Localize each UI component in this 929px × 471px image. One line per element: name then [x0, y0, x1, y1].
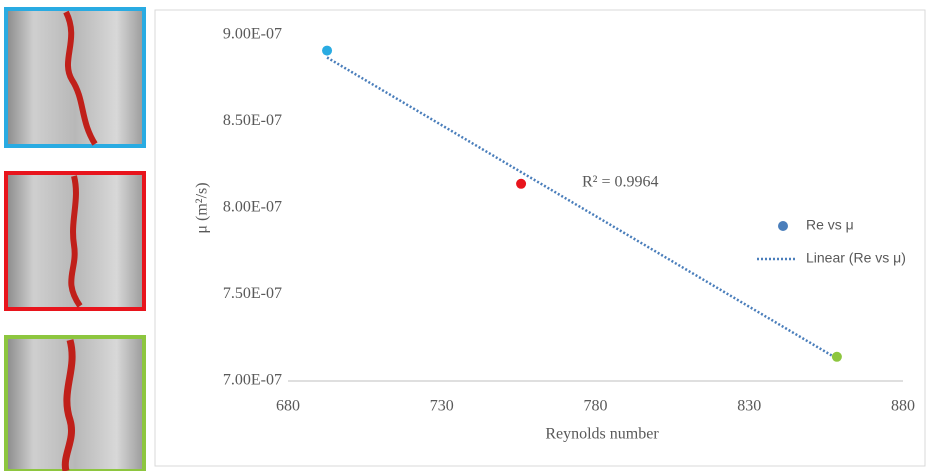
y-tick-label: 8.00E-07	[223, 199, 282, 216]
chart-frame	[155, 10, 925, 466]
x-tick-label: 680	[276, 398, 300, 415]
legend-label: Linear (Re vs μ)	[806, 250, 906, 266]
point	[322, 46, 332, 56]
photo-blue	[6, 9, 144, 146]
x-tick-label: 830	[737, 398, 761, 415]
legend-marker	[778, 221, 788, 231]
y-tick-label: 8.50E-07	[223, 112, 282, 129]
x-tick-label: 730	[430, 398, 454, 415]
point	[832, 352, 842, 362]
y-tick-label: 7.00E-07	[223, 372, 282, 389]
trendline	[327, 57, 837, 358]
y-tick-label: 7.50E-07	[223, 285, 282, 302]
photo-red	[6, 173, 144, 309]
x-axis-label: Reynolds number	[545, 426, 659, 443]
page: Reynolds number μ (m²/s) R² = 0.9964 Re …	[0, 0, 929, 471]
x-tick-label: 780	[584, 398, 608, 415]
point	[516, 179, 526, 189]
r-squared: R² = 0.9964	[582, 174, 659, 191]
y-axis-label: μ (m²/s)	[194, 182, 211, 233]
legend-label: Re vs μ	[806, 217, 854, 233]
photo-green	[6, 337, 144, 471]
y-tick-label: 9.00E-07	[223, 26, 282, 43]
x-tick-label: 880	[891, 398, 915, 415]
